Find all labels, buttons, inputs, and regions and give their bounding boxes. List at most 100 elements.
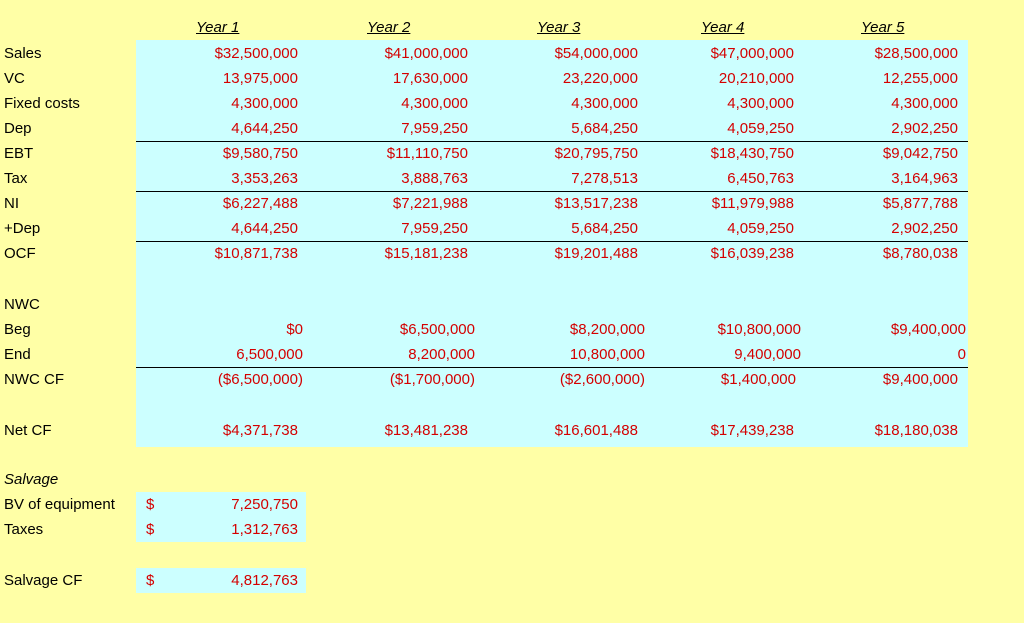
cell-fixed-costs-y1: 4,300,000	[231, 95, 298, 112]
row-label-tax: Tax	[4, 170, 28, 187]
cell-ebt-y4: $18,430,750	[710, 145, 794, 162]
cell-beg-y2: $6,500,000	[399, 321, 475, 338]
cell-ebt-y5: $9,042,750	[882, 145, 958, 162]
cell-sales-y3: $54,000,000	[554, 45, 638, 62]
cell-end-y3: 10,800,000	[569, 346, 645, 363]
cell-ebt-y1: $9,580,750	[222, 145, 298, 162]
salvage-value-bv-equipment: 7,250,750	[231, 496, 298, 513]
cell-tax-y3: 7,278,513	[571, 170, 638, 187]
cell-beg-y5: $9,400,000	[890, 321, 966, 338]
cell-beg-y1: $0	[286, 321, 303, 338]
cell-sales-y2: $41,000,000	[384, 45, 468, 62]
rule-above-ocf	[136, 241, 968, 242]
cell-net-cf-y3: $16,601,488	[554, 422, 638, 439]
cell-ni-y1: $6,227,488	[222, 195, 298, 212]
row-label-sales: Sales	[4, 45, 42, 62]
cell-end-y1: 6,500,000	[236, 346, 303, 363]
cell-ebt-y2: $11,110,750	[386, 145, 468, 162]
row-label-ocf: OCF	[4, 245, 36, 262]
salvage-label-salvage-cf: Salvage CF	[4, 572, 83, 589]
column-header-year-2: Year 2	[367, 19, 411, 36]
cell-ocf-y3: $19,201,488	[554, 245, 638, 262]
cell-nwc-cf-y2: ($1,700,000)	[389, 371, 475, 388]
cell-ni-y3: $13,517,238	[554, 195, 638, 212]
cell-fixed-costs-y5: 4,300,000	[891, 95, 958, 112]
row-label-nwc: NWC	[4, 296, 40, 313]
cell-tax-y5: 3,164,963	[891, 170, 958, 187]
column-header-year-1: Year 1	[196, 19, 240, 36]
cell-vc-y1: 13,975,000	[222, 70, 298, 87]
cell-beg-y3: $8,200,000	[569, 321, 645, 338]
rule-above-nwc-cf	[136, 367, 968, 368]
cell-vc-y4: 20,210,000	[718, 70, 794, 87]
row-label-ebt: EBT	[4, 145, 34, 162]
cell-end-y5: 0	[957, 346, 966, 363]
cell-net-cf-y1: $4,371,738	[222, 422, 298, 439]
salvage-background-2	[136, 568, 306, 593]
salvage-background-1	[136, 492, 306, 542]
row-label-plus-dep: +Dep	[4, 220, 41, 237]
cell-beg-y4: $10,800,000	[717, 321, 801, 338]
row-label-ni: NI	[4, 195, 19, 212]
salvage-currency-taxes: $	[146, 521, 155, 538]
row-label-dep: Dep	[4, 120, 32, 137]
cell-dep-y4: 4,059,250	[727, 120, 794, 137]
cell-plus-dep-y5: 2,902,250	[891, 220, 958, 237]
cell-net-cf-y5: $18,180,038	[874, 422, 958, 439]
table-background	[136, 40, 968, 447]
cell-nwc-cf-y3: ($2,600,000)	[559, 371, 645, 388]
cell-nwc-cf-y1: ($6,500,000)	[217, 371, 303, 388]
cell-dep-y2: 7,959,250	[401, 120, 468, 137]
cell-dep-y1: 4,644,250	[231, 120, 298, 137]
cell-net-cf-y4: $17,439,238	[710, 422, 794, 439]
salvage-value-taxes: 1,312,763	[231, 521, 298, 538]
cell-nwc-cf-y4: $1,400,000	[720, 371, 796, 388]
cell-ocf-y4: $16,039,238	[710, 245, 794, 262]
cell-ocf-y2: $15,181,238	[384, 245, 468, 262]
salvage-currency-salvage-cf: $	[146, 572, 155, 589]
row-label-fixed-costs: Fixed costs	[4, 95, 80, 112]
salvage-value-salvage-cf: 4,812,763	[231, 572, 298, 589]
salvage-label-bv-equipment: BV of equipment	[4, 496, 115, 513]
cell-nwc-cf-y5: $9,400,000	[882, 371, 958, 388]
column-header-year-4: Year 4	[701, 19, 745, 36]
row-label-net-cf: Net CF	[4, 422, 52, 439]
cell-end-y4: 9,400,000	[734, 346, 801, 363]
rule-above-ebt	[136, 141, 968, 142]
cell-tax-y4: 6,450,763	[727, 170, 794, 187]
cell-sales-y5: $28,500,000	[874, 45, 958, 62]
cell-vc-y3: 23,220,000	[562, 70, 638, 87]
cell-sales-y1: $32,500,000	[214, 45, 298, 62]
cell-ni-y5: $5,877,788	[882, 195, 958, 212]
cell-tax-y2: 3,888,763	[401, 170, 468, 187]
cell-ni-y4: $11,979,988	[711, 195, 794, 212]
row-label-nwc-cf: NWC CF	[4, 371, 64, 388]
cell-fixed-costs-y2: 4,300,000	[401, 95, 468, 112]
cell-tax-y1: 3,353,263	[231, 170, 298, 187]
cell-dep-y5: 2,902,250	[891, 120, 958, 137]
cell-vc-y2: 17,630,000	[392, 70, 468, 87]
cell-plus-dep-y4: 4,059,250	[727, 220, 794, 237]
cell-end-y2: 8,200,000	[408, 346, 475, 363]
column-header-year-3: Year 3	[537, 19, 581, 36]
salvage-currency-bv-equipment: $	[146, 496, 155, 513]
cell-ebt-y3: $20,795,750	[554, 145, 638, 162]
cell-ocf-y1: $10,871,738	[214, 245, 298, 262]
rule-above-ni	[136, 191, 968, 192]
cell-net-cf-y2: $13,481,238	[384, 422, 468, 439]
cell-sales-y4: $47,000,000	[710, 45, 794, 62]
salvage-title: Salvage	[4, 471, 59, 488]
cell-fixed-costs-y3: 4,300,000	[571, 95, 638, 112]
cell-plus-dep-y1: 4,644,250	[231, 220, 298, 237]
row-label-vc: VC	[4, 70, 25, 87]
cell-dep-y3: 5,684,250	[571, 120, 638, 137]
row-label-end: End	[4, 346, 31, 363]
cell-plus-dep-y2: 7,959,250	[401, 220, 468, 237]
cell-ni-y2: $7,221,988	[392, 195, 468, 212]
cell-plus-dep-y3: 5,684,250	[571, 220, 638, 237]
salvage-label-taxes: Taxes	[4, 521, 44, 538]
row-label-beg: Beg	[4, 321, 31, 338]
cell-ocf-y5: $8,780,038	[882, 245, 958, 262]
cell-vc-y5: 12,255,000	[882, 70, 958, 87]
cell-fixed-costs-y4: 4,300,000	[727, 95, 794, 112]
